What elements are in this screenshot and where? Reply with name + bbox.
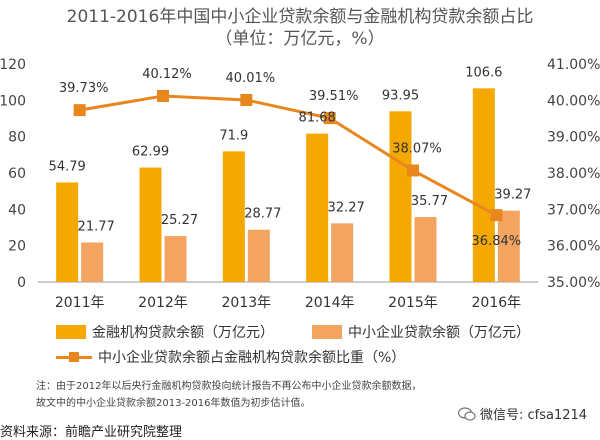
data-label-loans-total: 81.68 [299,111,336,126]
y-right-tick-label: 41.00% [547,57,600,73]
data-label-ratio: 36.84% [472,234,522,249]
data-label-ratio: 38.07% [392,141,442,156]
bar-sme-loans [247,229,270,282]
data-label-sme-loans: 28.77 [244,207,281,222]
footnote-line: 故文中的中小企业贷款余额2013-2016年数值为初步估计值。 [36,398,311,409]
bars [56,88,520,283]
data-label-loans-total: 93.95 [382,88,419,103]
data-label-ratio: 39.51% [309,89,359,104]
legend-swatch [56,325,86,339]
data-label-loans-total: 106.6 [465,65,502,80]
bar-loans-total [139,167,162,282]
legend-swatch [56,350,92,364]
axes: 0 20 40 60 80 100 120 35.00% 36.00% 37.00% 38.00% 3… [0,57,600,311]
footnote: 注：由于2012年以后央行金融机构贷款投向统计报告不再公布中小企业贷款余额数据，… [36,378,421,412]
bar-sme-loans [164,236,187,282]
ratio-point [490,209,503,222]
y-right-tick-label: 36.00% [547,239,600,255]
ratio-point [157,89,169,102]
bar-loans-total [389,111,412,283]
y-right-tick-label: 38.00% [547,166,600,182]
ratio-point [407,164,419,177]
bar-loans-total [56,182,79,282]
ratio-line [73,89,503,222]
data-label-sme-loans: 21.77 [78,219,115,234]
data-label-loans-total: 54.79 [49,159,86,174]
y-left-tick-label: 20 [8,239,26,255]
bar-sme-loans [497,210,520,282]
data-label-ratio: 40.01% [226,71,276,86]
legend-swatch [312,325,342,339]
data-label-ratio: 40.12% [142,67,192,82]
bar-loans-total [222,151,245,282]
ratio-point [323,112,336,125]
data-label-sme-loans: 25.27 [161,213,198,228]
bar-sme-loans [414,217,437,282]
x-tick-label: 2015年 [388,295,438,311]
x-tick-label: 2016年 [472,295,522,311]
ratio-point [240,93,253,106]
y-right-tick-label: 35.00% [547,275,600,291]
y-left-tick-label: 100 [0,93,26,109]
ratio-line-path [79,94,498,217]
footnote-line: 注：由于2012年以后央行金融机构贷款投向统计报告不再公布中小企业贷款余额数据， [36,381,422,392]
data-label-sme-loans: 39.27 [494,188,531,203]
x-tick-label: 2013年 [222,295,272,311]
y-left-tick-label: 0 [17,275,26,291]
watermark-text: 微信号: cfsa1214 [480,408,588,423]
bar-sme-loans [331,223,354,282]
y-left-tick-label: 40 [8,202,26,218]
data-labels: 54.79 21.77 62.99 25.27 71.9 28.77 81.68 32.27 9… [49,65,532,249]
data-label-loans-total: 62.99 [132,145,169,160]
legend-label: 中小企业贷款余额占金融机构贷款余额比重（%） [98,350,406,366]
ratio-point [73,104,86,117]
data-label-sme-loans: 32.27 [328,200,365,215]
data-label-loans-total: 71.9 [219,128,248,143]
legend-item-ratio: 中小企业贷款余额占金融机构贷款余额比重（%） [56,347,405,367]
data-label-sme-loans: 35.77 [411,194,448,209]
source-note: 资料来源：前瞻产业研究院整理 [0,425,183,440]
y-right-tick-label: 37.00% [547,202,600,218]
bar-loans-total [472,88,495,283]
y-left-tick-label: 60 [8,166,26,182]
legend-item-sme-loans: 中小企业贷款余额（万亿元） [312,322,530,342]
wechat-icon [458,406,476,421]
legend-item-loans-total: 金融机构贷款余额（万亿元） [56,322,274,342]
legend-label: 金融机构贷款余额（万亿元） [92,325,274,341]
watermark: 微信号: cfsa1214 [458,404,587,423]
y-right-tick-label: 40.00% [547,93,600,109]
bar-loans-total [306,133,329,282]
y-left-tick-label: 120 [0,57,26,73]
x-tick-label: 2012年 [138,295,188,311]
y-right-tick-label: 39.00% [547,130,600,146]
chart-subtitle: （单位：万亿元，%） [215,29,385,49]
data-label-ratio: 39.73% [59,81,109,96]
chart-title: 2011-2016年中国中小企业贷款余额与金融机构贷款余额占比 [66,7,534,27]
y-left-tick-label: 80 [8,130,26,146]
x-tick-label: 2011年 [55,295,105,311]
legend-label: 中小企业贷款余额（万亿元） [348,325,530,341]
bar-sme-loans [81,242,104,282]
x-tick-label: 2014年 [305,295,355,311]
